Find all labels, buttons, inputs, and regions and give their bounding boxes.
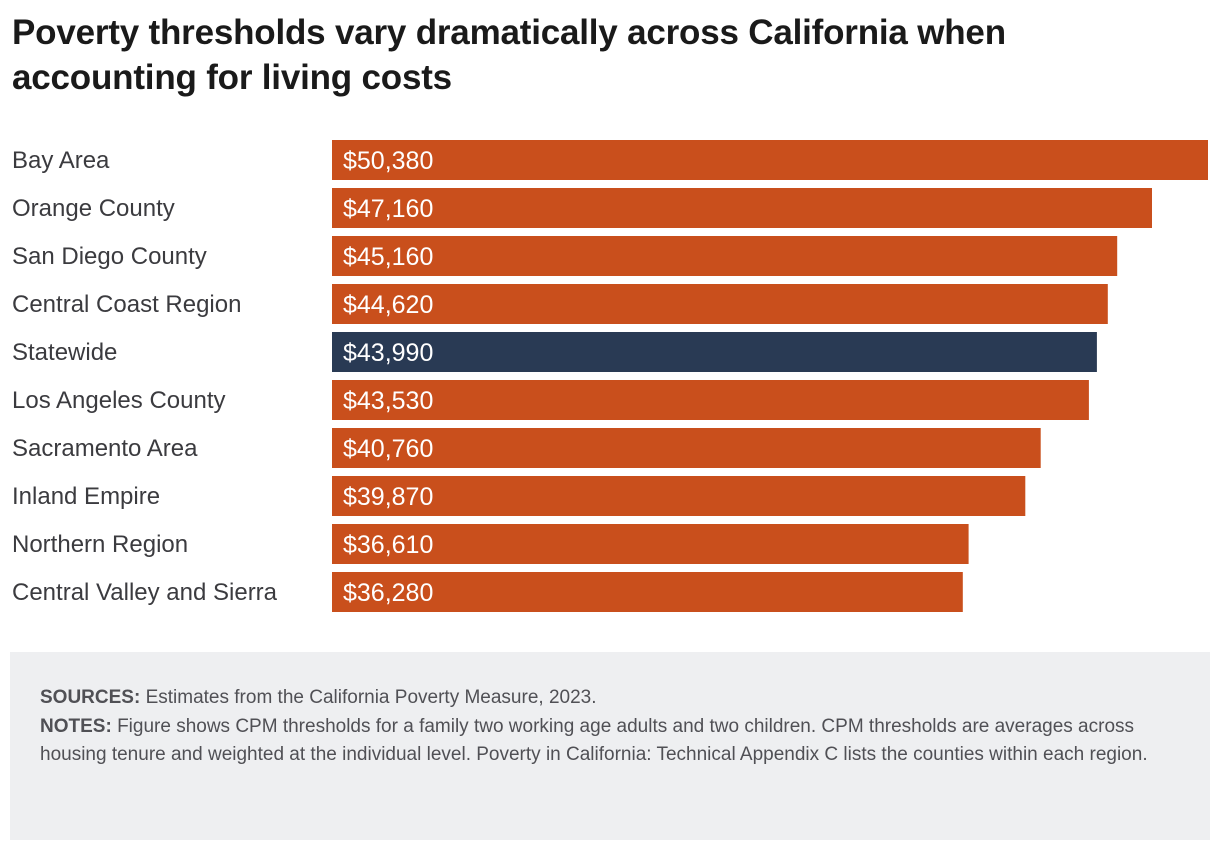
bar-row: San Diego County $45,160 — [12, 236, 1118, 276]
sources-notes-panel: SOURCES: Estimates from the California P… — [10, 652, 1210, 840]
sources-label: SOURCES: — [40, 687, 141, 708]
bar-row: Bay Area $50,380 — [12, 140, 1208, 180]
bar — [332, 140, 1208, 180]
category-label: Central Coast Region — [12, 291, 241, 318]
bar — [332, 524, 969, 564]
bar-row: Los Angeles County $43,530 — [12, 380, 1089, 420]
bar-value-label: $47,160 — [343, 195, 433, 223]
category-label: San Diego County — [12, 243, 207, 270]
category-label: Sacramento Area — [12, 435, 198, 462]
bar — [332, 236, 1118, 276]
bar-value-label: $50,380 — [343, 147, 433, 175]
category-label: Central Valley and Sierra — [12, 579, 278, 606]
bar-value-label: $44,620 — [343, 291, 433, 319]
bar — [332, 284, 1108, 324]
category-label: Inland Empire — [12, 483, 160, 510]
bar-row: Inland Empire $39,870 — [12, 476, 1026, 516]
bar-value-label: $45,160 — [343, 243, 433, 271]
bar — [332, 380, 1089, 420]
bar-value-label: $36,280 — [343, 579, 433, 607]
bar-row: Central Coast Region $44,620 — [12, 284, 1108, 324]
bar-row: Central Valley and Sierra $36,280 — [12, 572, 963, 612]
bar-row: Sacramento Area $40,760 — [12, 428, 1041, 468]
bar-row: Orange County $47,160 — [12, 188, 1152, 228]
notes-line: NOTES: Figure shows CPM thresholds for a… — [40, 713, 1180, 770]
sources-line: SOURCES: Estimates from the California P… — [40, 684, 1180, 713]
chart-title: Poverty thresholds vary dramatically acr… — [12, 13, 1006, 97]
notes-text: Figure shows CPM thresholds for a family… — [40, 715, 1148, 766]
sources-text: Estimates from the California Poverty Me… — [145, 687, 597, 708]
bar — [332, 476, 1026, 516]
category-label: Northern Region — [12, 531, 188, 558]
bar-row: Northern Region $36,610 — [12, 524, 969, 564]
category-label: Los Angeles County — [12, 387, 225, 414]
bar-value-label: $40,760 — [343, 435, 433, 463]
bar-row: Statewide $43,990 — [12, 332, 1097, 372]
bar-value-label: $36,610 — [343, 531, 433, 559]
bar — [332, 188, 1152, 228]
bar-value-label: $43,530 — [343, 387, 433, 415]
category-label: Orange County — [12, 195, 175, 222]
bar — [332, 572, 963, 612]
category-label: Statewide — [12, 339, 117, 366]
bar — [332, 428, 1041, 468]
bar-value-label: $43,990 — [343, 339, 433, 367]
notes-label: NOTES: — [40, 715, 112, 737]
bar-chart: Bay Area $50,380 Orange County $47,160 San D… — [12, 140, 1208, 612]
bar-highlight — [332, 332, 1097, 372]
category-label: Bay Area — [12, 147, 110, 174]
bar-value-label: $39,870 — [343, 483, 433, 511]
